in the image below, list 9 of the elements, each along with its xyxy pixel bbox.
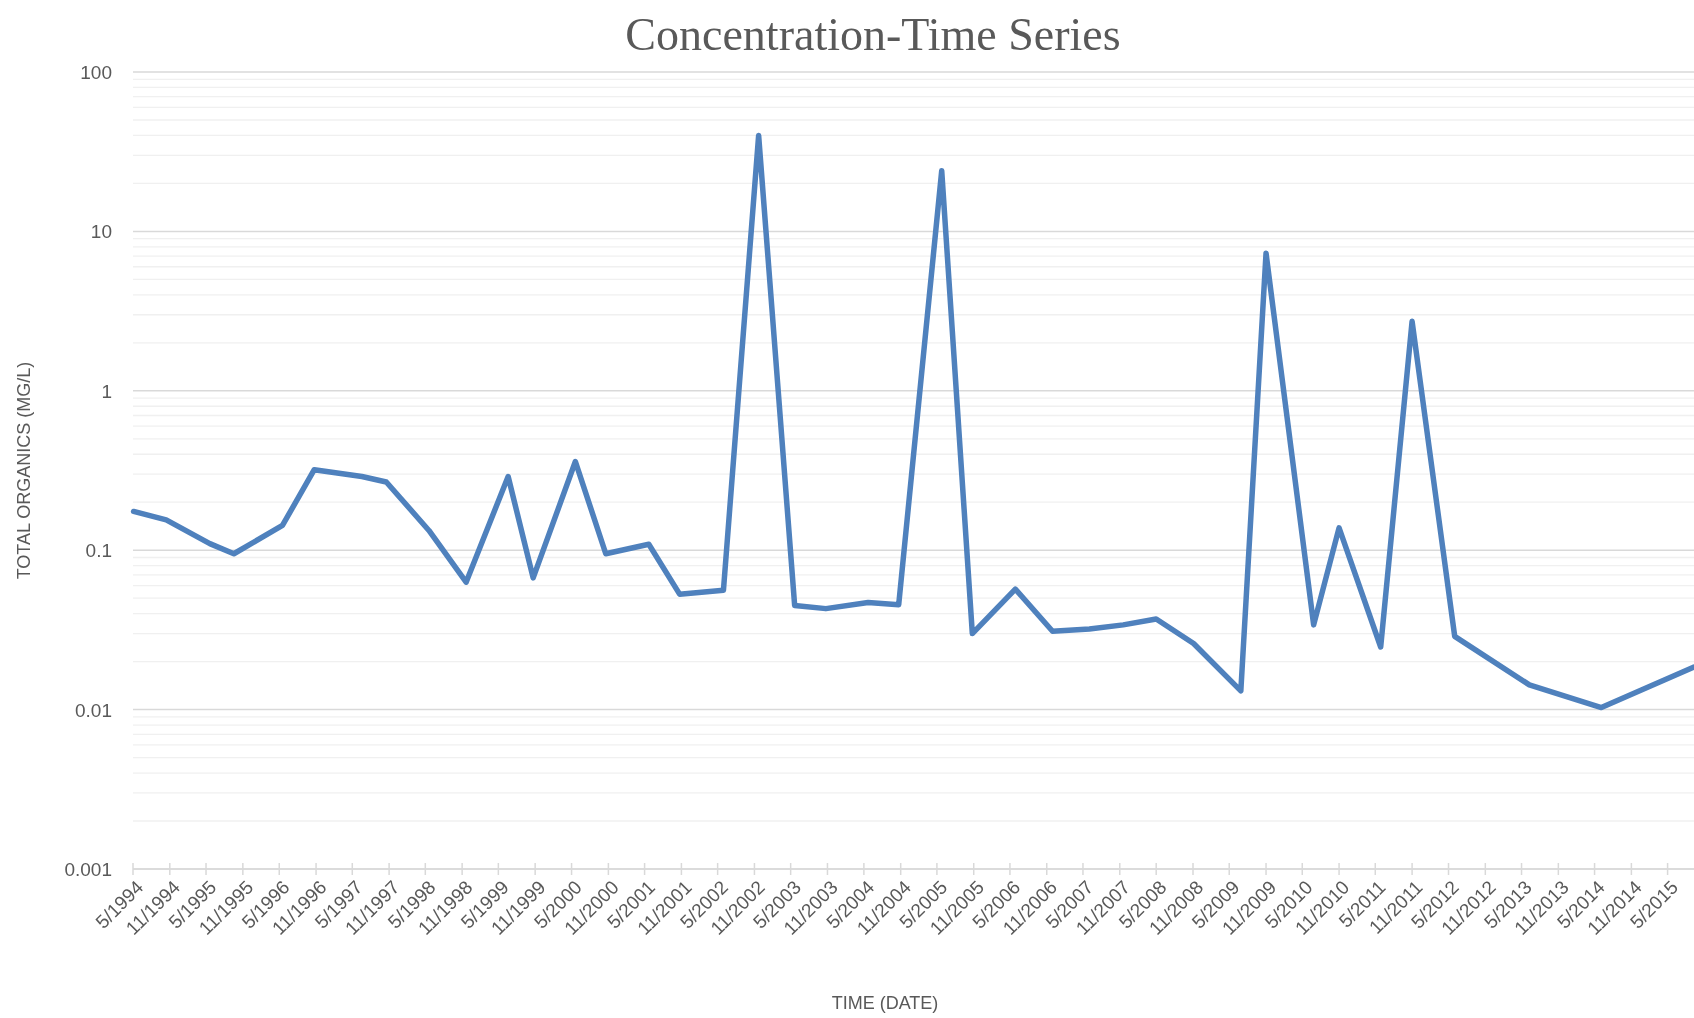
y-tick-label: 0.001 bbox=[64, 858, 112, 880]
y-axis-title: TOTAL ORGANICS (MG/L) bbox=[14, 361, 34, 580]
y-tick-label: 0.01 bbox=[75, 699, 112, 721]
chart-title: Concentration-Time Series bbox=[625, 9, 1121, 60]
y-tick-label: 0.1 bbox=[85, 539, 112, 561]
y-tick-label: 10 bbox=[90, 220, 112, 242]
y-tick-label: 1 bbox=[101, 380, 112, 402]
y-tick-label: 100 bbox=[80, 61, 112, 83]
x-axis-title: TIME (DATE) bbox=[831, 993, 939, 1013]
